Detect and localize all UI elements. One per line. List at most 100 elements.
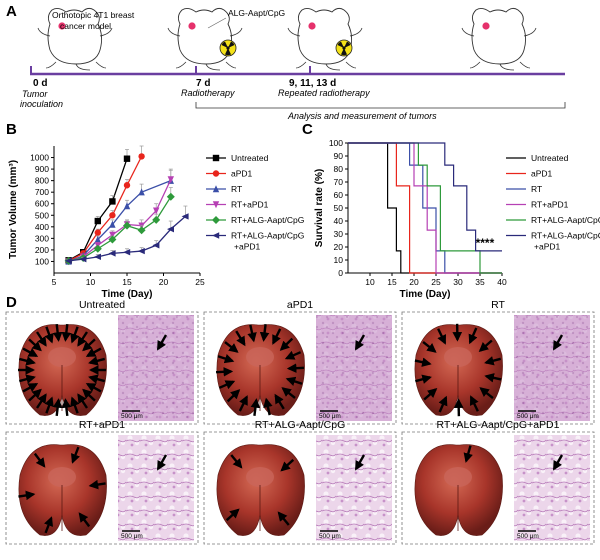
panel-letter-c: C: [302, 121, 313, 138]
group-rt-alg-aapt-cpg: RT+ALG-Aapt/CpG 500 μm: [204, 419, 396, 544]
legend-entry: RT: [506, 184, 542, 194]
tumor-dot: [482, 22, 489, 29]
survival-curve-5: [348, 143, 502, 251]
legend-entry: aPD1: [206, 169, 253, 179]
day-note-1: Radiotherapy: [181, 88, 235, 98]
y-tick-label: 60: [334, 190, 344, 200]
legend-label: RT+aPD1: [231, 200, 269, 210]
data-point: [109, 198, 115, 204]
legend-entry: RT+ALG-Aapt/CpG+aPD1: [506, 231, 600, 252]
y-tick-label: 80: [334, 164, 344, 174]
y-tick-label: 70: [334, 177, 344, 187]
y-tick-label: 900: [35, 164, 49, 174]
y-tick-label: 1000: [30, 153, 49, 163]
y-tick-label: 100: [35, 256, 49, 266]
scale-bar-label: 500 μm: [517, 533, 539, 540]
legend-entry: RT: [206, 184, 242, 194]
legend-entry: aPD1: [506, 169, 553, 179]
x-tick-label: 20: [409, 277, 419, 287]
group-label: Untreated: [79, 299, 125, 311]
day-note-0-line1: Tumor: [22, 89, 48, 99]
scale-bar-label: 500 μm: [319, 533, 341, 540]
y-axis-label: Tumor Volume (mm³): [8, 160, 19, 259]
day-note-0-line2: inoculation: [20, 99, 63, 109]
data-point: [212, 216, 220, 224]
y-tick-label: 10: [334, 255, 344, 265]
y-tick-label: 600: [35, 199, 49, 209]
x-tick-label: 20: [159, 277, 169, 287]
data-point: [124, 156, 130, 162]
group-rt-alg-aapt-cpg-apd1: RT+ALG-Aapt/CpG+aPD1 500 μm: [402, 419, 594, 544]
day-label-0: 0 d: [33, 78, 47, 89]
y-tick-label: 400: [35, 222, 49, 232]
y-axis-label: Survival rate (%): [314, 169, 325, 247]
histology-image: [316, 435, 392, 541]
x-tick-label: 15: [387, 277, 397, 287]
data-point: [152, 216, 160, 224]
x-tick-label: 5: [52, 277, 57, 287]
legend-entry: RT+ALG-Aapt/CpG: [206, 215, 304, 225]
tumor-dot: [308, 22, 315, 29]
data-point: [109, 212, 115, 218]
group-label: RT: [491, 299, 505, 311]
group-rt-apd1: RT+aPD1 500 μm: [6, 419, 198, 544]
y-tick-label: 30: [334, 229, 344, 239]
x-tick-label: 35: [475, 277, 485, 287]
scale-bar-label: 500 μm: [121, 533, 143, 540]
mouse-model-label-line2: cancer model: [60, 21, 111, 31]
legend-label: aPD1: [231, 169, 253, 179]
mouse-icon: [288, 8, 362, 70]
histology-image: [118, 435, 194, 541]
group-label: RT+aPD1: [79, 419, 125, 431]
x-tick-label: 25: [431, 277, 441, 287]
legend-entry: Untreated: [206, 153, 269, 163]
data-point: [138, 226, 146, 234]
y-tick-label: 40: [334, 216, 344, 226]
histology-image: [514, 435, 590, 541]
data-point: [212, 232, 219, 238]
legend-label: RT+ALG-Aapt/CpG: [531, 215, 600, 225]
y-tick-label: 300: [35, 233, 49, 243]
legend-label: RT+aPD1: [531, 200, 569, 210]
x-tick-label: 40: [497, 277, 507, 287]
mouse-icon: [462, 8, 536, 70]
legend-label: RT: [531, 184, 542, 194]
y-tick-label: 500: [35, 210, 49, 220]
data-point: [124, 182, 130, 188]
nodule-arrow-icon: [289, 368, 304, 369]
group-label: RT+ALG-Aapt/CpG: [255, 419, 346, 431]
day-note-2: Repeated radiotherapy: [278, 88, 370, 98]
tumor-dot: [188, 22, 195, 29]
series-1: [65, 146, 144, 264]
legend-label: RT+ALG-Aapt/CpG: [231, 231, 304, 241]
significance-annotation: ****: [476, 236, 495, 250]
x-tick-label: 10: [365, 277, 375, 287]
x-tick-label: 25: [195, 277, 205, 287]
y-tick-label: 800: [35, 176, 49, 186]
legend-label: +aPD1: [234, 242, 260, 252]
legend-label: Untreated: [531, 153, 569, 163]
data-point: [167, 193, 175, 201]
group-label: RT+ALG-Aapt/CpG+aPD1: [437, 419, 560, 431]
legend-entry: RT+ALG-Aapt/CpG+aPD1: [206, 231, 304, 252]
legend-entry: RT+aPD1: [506, 200, 569, 210]
legend-label: +aPD1: [534, 242, 560, 252]
data-point: [213, 155, 219, 161]
radiation-icon: [220, 40, 236, 56]
y-tick-label: 90: [334, 151, 344, 161]
y-tick-label: 200: [35, 245, 49, 255]
injection-label: ALG-Aapt/CpG: [228, 8, 285, 18]
y-tick-label: 50: [334, 203, 344, 213]
legend-entry: Untreated: [506, 153, 569, 163]
legend-entry: RT+ALG-Aapt/CpG: [506, 215, 600, 225]
y-tick-label: 100: [329, 138, 343, 148]
data-point: [95, 218, 101, 224]
